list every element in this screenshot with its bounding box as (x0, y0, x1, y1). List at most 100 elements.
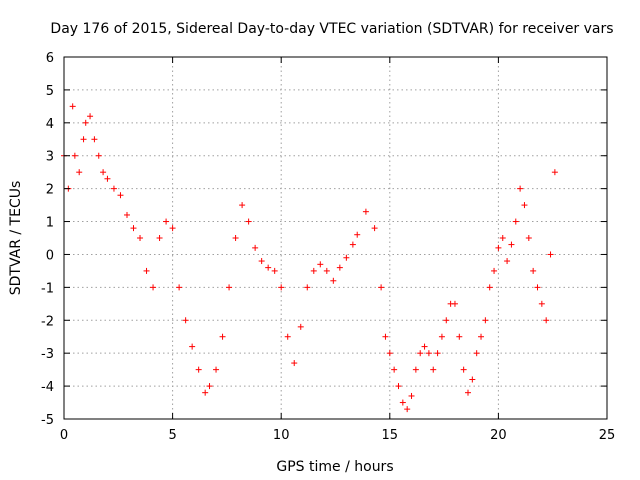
data-point (399, 399, 406, 406)
data-point (304, 284, 311, 291)
data-point (469, 376, 476, 383)
data-point (551, 169, 558, 176)
plot-frame (63, 56, 608, 420)
data-point (525, 235, 532, 241)
data-point (202, 389, 209, 396)
data-point (219, 333, 226, 340)
data-point (226, 284, 233, 291)
data-points (61, 103, 558, 413)
data-point (71, 152, 78, 159)
data-point (143, 267, 150, 274)
data-point (425, 350, 432, 357)
data-point (245, 218, 252, 225)
data-point (156, 235, 163, 241)
y-tick-label: -3 (41, 347, 54, 362)
y-tick-label: 6 (46, 51, 54, 66)
data-point (297, 323, 304, 330)
data-point (354, 231, 361, 238)
data-point (265, 264, 272, 271)
data-point (478, 333, 485, 340)
data-point (451, 300, 458, 307)
data-point (206, 383, 213, 390)
data-point (349, 241, 356, 248)
x-tick-labels: 0 5 10 15 20 25 (60, 428, 615, 443)
y-axis-label: SDTVAR / TECUs (8, 181, 24, 296)
data-point (176, 284, 183, 291)
y-tick-label: 2 (46, 183, 54, 198)
y-tick-label: -4 (41, 380, 54, 395)
data-point (464, 389, 471, 396)
y-tick-label: 1 (46, 216, 54, 231)
y-tick-label: 3 (46, 150, 54, 165)
x-tick-label: 15 (382, 428, 399, 443)
data-point (504, 258, 511, 265)
data-point (408, 392, 415, 399)
data-point (460, 366, 467, 373)
data-point (404, 406, 411, 413)
data-point (330, 277, 337, 284)
data-point (163, 218, 170, 225)
data-point (82, 119, 89, 126)
y-tick-label: 5 (46, 84, 54, 99)
data-point (491, 267, 498, 274)
data-point (486, 284, 493, 291)
data-point (456, 333, 463, 340)
data-point (438, 333, 445, 340)
y-tick-labels: -5 -4 -3 -2 -1 0 1 2 3 4 5 6 (41, 51, 54, 428)
y-tick-label: -2 (41, 314, 54, 329)
x-tick-label: 25 (599, 428, 616, 443)
data-point (512, 218, 519, 225)
data-point (252, 244, 259, 251)
data-point (434, 350, 441, 357)
data-point (195, 366, 202, 373)
data-point (95, 152, 102, 159)
data-point (117, 192, 124, 199)
x-tick-label: 0 (60, 428, 68, 443)
x-tick-label: 5 (168, 428, 176, 443)
data-point (130, 225, 137, 232)
data-point (278, 284, 285, 291)
data-point (87, 113, 94, 120)
data-point (395, 383, 402, 390)
data-point (417, 350, 424, 357)
data-point (169, 225, 176, 232)
chart-title: Day 176 of 2015, Sidereal Day-to-day VTE… (50, 21, 613, 37)
data-point (213, 366, 220, 373)
data-point (310, 267, 317, 274)
data-point (80, 136, 87, 143)
axis-ticks (63, 56, 608, 420)
data-point (137, 235, 144, 241)
data-point (386, 350, 393, 357)
data-point (69, 103, 76, 110)
x-tick-label: 20 (490, 428, 507, 443)
data-point (100, 169, 107, 176)
data-point (110, 185, 117, 192)
data-point (362, 208, 369, 215)
data-point (271, 267, 278, 274)
data-point (182, 317, 189, 324)
data-point (538, 300, 545, 307)
x-axis-label: GPS time / hours (276, 459, 393, 475)
data-point (421, 343, 428, 350)
data-point (378, 284, 385, 291)
x-tick-label: 10 (273, 428, 290, 443)
data-point (382, 333, 389, 340)
data-point (443, 317, 450, 324)
data-point (521, 202, 528, 209)
data-point (495, 244, 502, 251)
data-point (482, 317, 489, 324)
data-point (547, 251, 554, 258)
data-point (371, 225, 378, 232)
data-point (543, 317, 550, 324)
data-point (499, 235, 506, 241)
data-point (391, 366, 398, 373)
data-point (534, 284, 541, 291)
data-point (291, 360, 298, 367)
data-point (530, 267, 537, 274)
data-point (239, 202, 246, 209)
data-point (336, 264, 343, 271)
y-tick-label: -1 (41, 281, 54, 296)
data-point (284, 333, 291, 340)
